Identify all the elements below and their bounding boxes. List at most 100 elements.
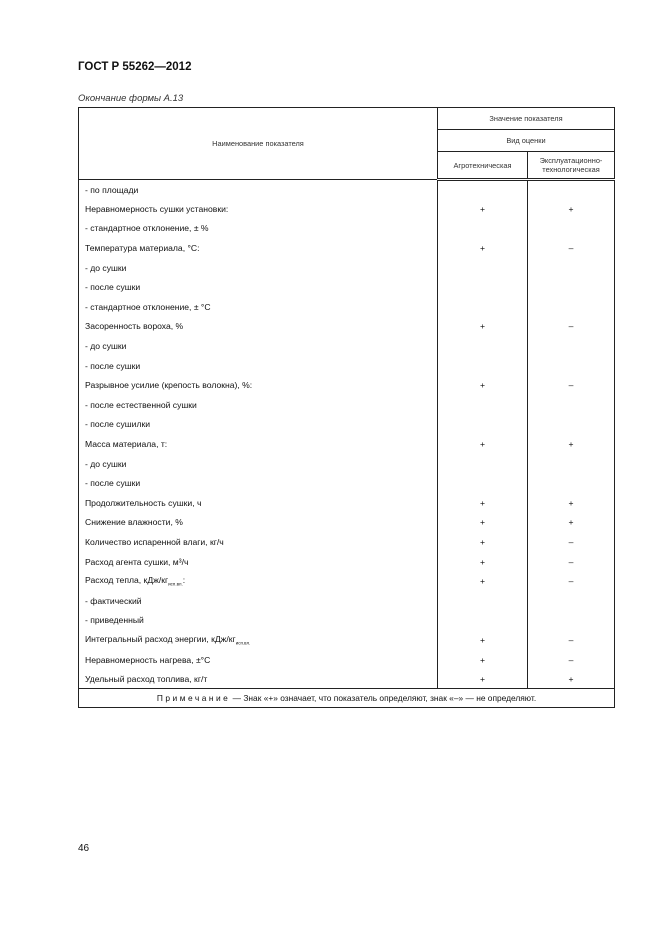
indicator-name: Количество испаренной влаги, кг/ч [78, 532, 438, 552]
indicator-name: - фактический [78, 590, 438, 611]
expl-mark [527, 610, 615, 631]
agro-mark: + [437, 512, 528, 533]
table-row: Удельный расход топлива, кг/т + + [78, 669, 615, 689]
indicator-name: Масса материала, т: [78, 434, 438, 454]
agro-mark [437, 218, 528, 239]
expl-mark [527, 590, 615, 611]
table-caption: Окончание формы А.13 [78, 93, 184, 104]
indicator-name: Разрывное усилие (крепость волокна), %: [78, 375, 438, 396]
agro-mark [437, 453, 528, 474]
indicator-name: Интегральный расход энергии, кДж/кгисп.в… [78, 630, 438, 650]
expl-mark: – [527, 375, 615, 396]
table-row: - приведенный [78, 610, 615, 631]
expl-mark [527, 336, 615, 356]
note-label: Примечание [156, 693, 231, 704]
agro-mark [437, 297, 528, 317]
expl-mark: + [527, 512, 615, 533]
table-row: - после естественной сушки [78, 395, 615, 415]
indicator-name: - по площади [78, 179, 438, 200]
table-row: Продолжительность сушки, ч + + [78, 493, 615, 513]
indicator-name: - после сушки [78, 277, 438, 298]
indicator-name: Неравномерность сушки установки: [78, 199, 438, 219]
agro-mark: + [437, 238, 528, 258]
indicator-name: Продолжительность сушки, ч [78, 493, 438, 513]
table-row: Разрывное усилие (крепость волокна), %: +… [78, 375, 615, 396]
table-row: Неравномерность сушки установки: + + [78, 199, 615, 219]
table-row: Температура материала, °С: + – [78, 238, 615, 258]
expl-mark: – [527, 238, 615, 258]
indicator-name: - приведенный [78, 610, 438, 631]
table-row: - после сушилки [78, 414, 615, 435]
expl-mark [527, 473, 615, 493]
table-note: Примечание — Знак «+» означает, что пока… [78, 688, 615, 709]
agro-mark: + [437, 630, 528, 650]
table-row: Масса материала, т: + + [78, 434, 615, 454]
expl-mark [527, 297, 615, 317]
agro-mark [437, 414, 528, 435]
agro-mark [437, 395, 528, 415]
agro-mark [437, 590, 528, 611]
table-row: - после сушки [78, 355, 615, 376]
indicator-name: Расход агента сушки, м³/ч [78, 551, 438, 572]
agro-mark: + [437, 551, 528, 572]
agro-mark [437, 277, 528, 298]
expl-mark [527, 179, 615, 200]
indicator-name: - до сушки [78, 336, 438, 356]
expl-mark: – [527, 649, 615, 670]
indicator-name: - стандартное отклонение, ± % [78, 218, 438, 239]
table-row: Количество испаренной влаги, кг/ч + – [78, 532, 615, 552]
agro-mark [437, 473, 528, 493]
indicator-table: Наименование показателя Значение показате… [78, 107, 615, 709]
expl-mark: + [527, 434, 615, 454]
agro-mark: + [437, 199, 528, 219]
agro-mark: + [437, 571, 528, 591]
indicator-name: Удельный расход топлива, кг/т [78, 669, 438, 689]
indicator-name: - после сушилки [78, 414, 438, 435]
expl-mark [527, 453, 615, 474]
table-row: - по площади [78, 179, 615, 200]
expl-mark: + [527, 493, 615, 513]
table-row: - фактический [78, 590, 615, 611]
agro-mark: + [437, 375, 528, 396]
agro-mark [437, 257, 528, 278]
agro-mark: + [437, 532, 528, 552]
expl-mark [527, 355, 615, 376]
indicator-name: Температура материала, °С: [78, 238, 438, 258]
note-text: — Знак «+» означает, что показатель опре… [230, 693, 537, 704]
expl-mark [527, 257, 615, 278]
expl-mark [527, 218, 615, 239]
indicator-name: - до сушки [78, 257, 438, 278]
indicator-name: - после естественной сушки [78, 395, 438, 415]
indicator-name: Неравномерность нагрева, ±°С [78, 649, 438, 670]
col-header-expl: Эксплуатационно-технологическая [527, 151, 615, 181]
indicator-name: Расход тепла, кДж/кгисп.вл.: [78, 571, 438, 591]
agro-mark [437, 610, 528, 631]
standard-header: ГОСТ Р 55262—2012 [78, 61, 192, 73]
agro-mark: + [437, 669, 528, 689]
table-row: - после сушки [78, 277, 615, 298]
expl-mark: – [527, 551, 615, 572]
table-row: - после сушки [78, 473, 615, 493]
indicator-name: Засоренность вороха, % [78, 316, 438, 337]
indicator-name: - до сушки [78, 453, 438, 474]
agro-mark: + [437, 649, 528, 670]
agro-mark: + [437, 434, 528, 454]
expl-mark: + [527, 669, 615, 689]
table-row: Расход тепла, кДж/кгисп.вл.: + – [78, 571, 615, 591]
col-header-value: Значение показателя [437, 107, 615, 130]
page-number: 46 [78, 843, 90, 854]
expl-mark [527, 395, 615, 415]
expl-mark [527, 277, 615, 298]
indicator-name: - после сушки [78, 473, 438, 493]
agro-mark: + [437, 316, 528, 337]
expl-mark: + [527, 199, 615, 219]
expl-mark: – [527, 532, 615, 552]
table-row: - стандартное отклонение, ± °С [78, 297, 615, 317]
table-row: Интегральный расход энергии, кДж/кгисп.в… [78, 630, 615, 650]
table-row: Неравномерность нагрева, ±°С + – [78, 649, 615, 670]
col-header-name: Наименование показателя [78, 107, 438, 180]
agro-mark [437, 336, 528, 356]
col-header-agro: Агротехническая [437, 151, 528, 181]
indicator-name: - после сушки [78, 355, 438, 376]
